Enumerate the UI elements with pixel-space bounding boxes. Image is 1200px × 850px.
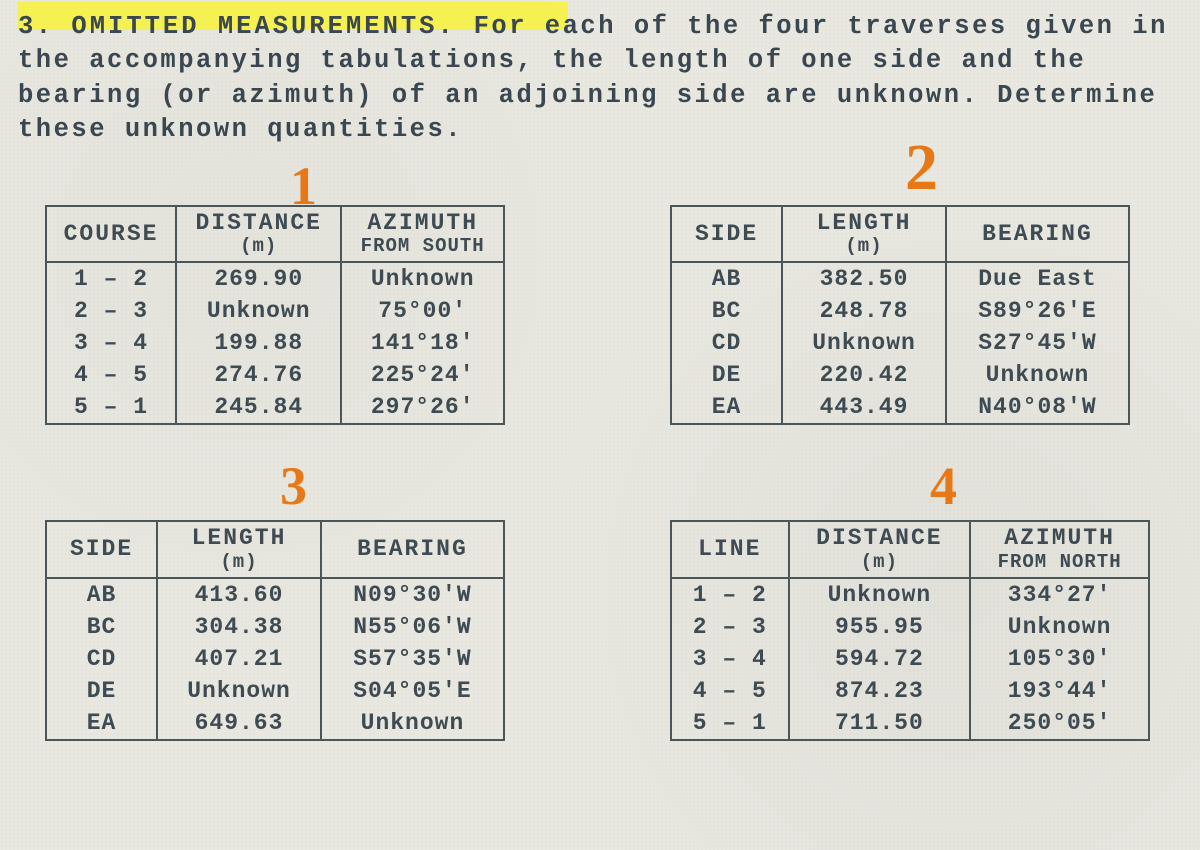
table-cell: 75°00' <box>341 295 504 327</box>
table-cell: 4 – 5 <box>671 675 789 707</box>
traverse-table-3: SIDE LENGTH(m) BEARING AB413.60N09°30'W … <box>45 520 505 740</box>
annotation-1: 1 <box>290 155 317 217</box>
table-cell: Unknown <box>321 707 504 740</box>
table-cell: Unknown <box>946 359 1129 391</box>
table-cell: 304.38 <box>157 611 321 643</box>
table-cell: 5 – 1 <box>46 391 176 424</box>
t1-h2-sub: (m) <box>187 236 330 258</box>
table-cell: N55°06'W <box>321 611 504 643</box>
t4-h2: DISTANCE(m) <box>789 521 971 577</box>
t4-h3: AZIMUTHFROM NORTH <box>970 521 1149 577</box>
table-cell: 594.72 <box>789 643 971 675</box>
table-cell: EA <box>671 391 782 424</box>
table-cell: 955.95 <box>789 611 971 643</box>
table-cell: 269.90 <box>176 262 341 295</box>
traverse-table-4: LINE DISTANCE(m) AZIMUTHFROM NORTH 1 – 2… <box>670 520 1150 740</box>
t4-h3-sub: FROM NORTH <box>981 552 1138 574</box>
t2-h2-main: LENGTH <box>817 210 912 236</box>
table-cell: S27°45'W <box>946 327 1129 359</box>
table-cell: 225°24' <box>341 359 504 391</box>
table-cell: CD <box>671 327 782 359</box>
table-cell: S89°26'E <box>946 295 1129 327</box>
table-cell: 245.84 <box>176 391 341 424</box>
table-cell: AB <box>46 578 157 611</box>
table-cell: 3 – 4 <box>46 327 176 359</box>
table-cell: Unknown <box>157 675 321 707</box>
t4-h1: LINE <box>671 521 789 577</box>
table-cell: 220.42 <box>782 359 946 391</box>
table-cell: DE <box>671 359 782 391</box>
table-cell: 297°26' <box>341 391 504 424</box>
t2-h2-sub: (m) <box>793 236 935 258</box>
table-cell: 250°05' <box>970 707 1149 740</box>
table-cell: 141°18' <box>341 327 504 359</box>
t3-h1: SIDE <box>46 521 157 577</box>
t3-h2-main: LENGTH <box>192 525 287 551</box>
table-cell: 5 – 1 <box>671 707 789 740</box>
table-cell: Unknown <box>970 611 1149 643</box>
t1-h3-main: AZIMUTH <box>367 210 478 236</box>
table-cell: 649.63 <box>157 707 321 740</box>
table-cell: 407.21 <box>157 643 321 675</box>
table-cell: 874.23 <box>789 675 971 707</box>
table-cell: 3 – 4 <box>671 643 789 675</box>
problem-text: 3. OMITTED MEASUREMENTS. For each of the… <box>18 10 1195 148</box>
scanned-page: 3. OMITTED MEASUREMENTS. For each of the… <box>0 0 1200 850</box>
annotation-2: 2 <box>905 130 938 206</box>
t1-h3: AZIMUTHFROM SOUTH <box>341 206 504 262</box>
table-cell: S04°05'E <box>321 675 504 707</box>
table-cell: 1 – 2 <box>671 578 789 611</box>
table-cell: 1 – 2 <box>46 262 176 295</box>
t3-h2-sub: (m) <box>168 552 310 574</box>
table-cell: Unknown <box>789 578 971 611</box>
table-cell: BC <box>46 611 157 643</box>
table-cell: 334°27' <box>970 578 1149 611</box>
table-cell: 2 – 3 <box>671 611 789 643</box>
t4-h3-main: AZIMUTH <box>1004 525 1115 551</box>
t1-h1: COURSE <box>46 206 176 262</box>
t2-h2: LENGTH(m) <box>782 206 946 262</box>
table-cell: 105°30' <box>970 643 1149 675</box>
problem-title: OMITTED MEASUREMENTS. <box>71 12 455 41</box>
t3-h3: BEARING <box>321 521 504 577</box>
problem-number: 3. <box>18 12 54 41</box>
table-cell: 274.76 <box>176 359 341 391</box>
table-cell: N09°30'W <box>321 578 504 611</box>
table-cell: DE <box>46 675 157 707</box>
traverse-table-2: SIDE LENGTH(m) BEARING AB382.50Due East … <box>670 205 1130 425</box>
table-cell: CD <box>46 643 157 675</box>
table-cell: 413.60 <box>157 578 321 611</box>
table-cell: 248.78 <box>782 295 946 327</box>
table-cell: N40°08'W <box>946 391 1129 424</box>
t3-h2: LENGTH(m) <box>157 521 321 577</box>
t2-h1: SIDE <box>671 206 782 262</box>
t4-h2-main: DISTANCE <box>816 525 942 551</box>
table-cell: 443.49 <box>782 391 946 424</box>
table-cell: S57°35'W <box>321 643 504 675</box>
tables-grid: COURSE DISTANCE(m) AZIMUTHFROM SOUTH 1 –… <box>45 205 1175 741</box>
table-cell: 2 – 3 <box>46 295 176 327</box>
annotation-3: 3 <box>280 455 307 517</box>
table-cell: 4 – 5 <box>46 359 176 391</box>
t1-h3-sub: FROM SOUTH <box>352 236 493 258</box>
t4-h2-sub: (m) <box>800 552 960 574</box>
table-cell: Unknown <box>782 327 946 359</box>
traverse-table-1: COURSE DISTANCE(m) AZIMUTHFROM SOUTH 1 –… <box>45 205 505 425</box>
table-cell: Due East <box>946 262 1129 295</box>
table-cell: AB <box>671 262 782 295</box>
table-cell: Unknown <box>341 262 504 295</box>
table-cell: EA <box>46 707 157 740</box>
table-cell: BC <box>671 295 782 327</box>
table-cell: Unknown <box>176 295 341 327</box>
table-cell: 193°44' <box>970 675 1149 707</box>
table-cell: 382.50 <box>782 262 946 295</box>
table-cell: 711.50 <box>789 707 971 740</box>
annotation-4: 4 <box>930 455 957 517</box>
table-cell: 199.88 <box>176 327 341 359</box>
t2-h3: BEARING <box>946 206 1129 262</box>
